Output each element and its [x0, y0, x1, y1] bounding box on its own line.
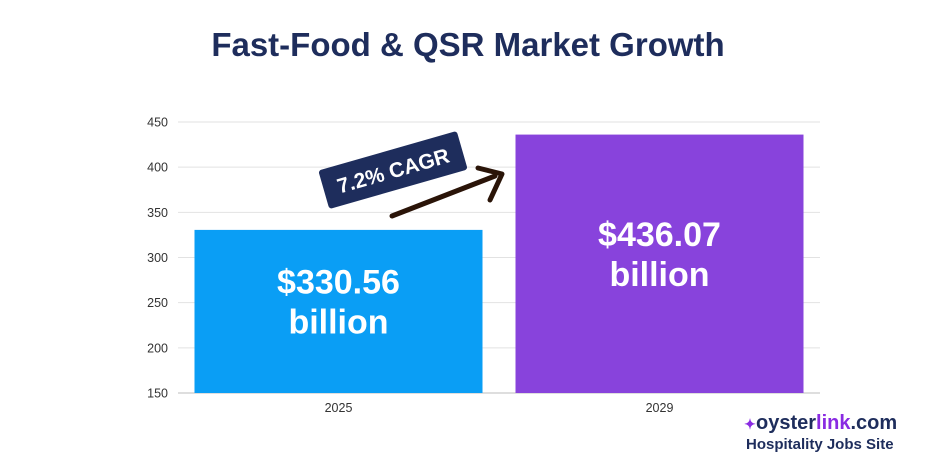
y-tick-label: 250: [147, 296, 168, 310]
cagr-arrow-head: [475, 165, 505, 203]
x-tick-label: 2025: [325, 401, 353, 415]
cagr-arrow-shaft: [389, 173, 498, 219]
cagr-badge-box: [318, 131, 468, 209]
cagr-annotation: 7.2% CAGR: [318, 131, 505, 219]
brand-name-suffix: .com: [850, 412, 898, 434]
bar-value-label: billion: [609, 256, 709, 294]
y-tick-label: 300: [147, 251, 168, 265]
y-tick-label: 150: [147, 387, 168, 401]
y-axis-ticks: 150 200 250 300 350 400 450: [147, 116, 168, 401]
chart-title: Fast-Food & QSR Market Growth: [211, 26, 725, 63]
brand-name-prefix: oyster: [756, 412, 817, 434]
x-axis-ticks: 2025 2029: [325, 401, 674, 415]
y-tick-label: 400: [147, 161, 168, 175]
y-tick-label: 450: [147, 116, 168, 130]
brand-logo: ✦oysterlink.com Hospitality Jobs Site: [744, 412, 924, 453]
y-tick-label: 350: [147, 206, 168, 220]
oysterlink-logo-icon: ✦: [744, 416, 756, 432]
brand-name-accent: link: [816, 412, 851, 434]
x-tick-label: 2029: [646, 401, 674, 415]
y-tick-label: 200: [147, 341, 168, 355]
bar-value-label: billion: [288, 303, 388, 341]
bar-value-label: $330.56: [277, 263, 400, 301]
bar-value-label: $436.07: [598, 216, 721, 254]
bar-2029: [515, 134, 804, 393]
bar-2025: [194, 229, 483, 393]
brand-tagline: Hospitality Jobs Site: [746, 436, 894, 453]
